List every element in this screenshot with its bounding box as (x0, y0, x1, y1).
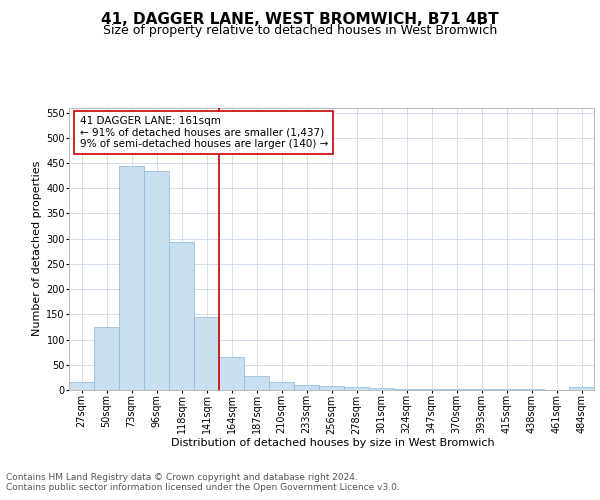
Bar (144, 170, 169, 390)
Bar (569, 387, 594, 390)
Y-axis label: Number of detached properties: Number of detached properties (32, 161, 42, 336)
Text: 41, DAGGER LANE, WEST BROMWICH, B71 4BT: 41, DAGGER LANE, WEST BROMWICH, B71 4BT (101, 12, 499, 28)
Text: 41 DAGGER LANE: 161sqm
← 91% of detached houses are smaller (1,437)
9% of semi-d: 41 DAGGER LANE: 161sqm ← 91% of detached… (79, 116, 328, 149)
Bar (94, 327, 119, 390)
Bar (244, 376, 269, 390)
Text: Distribution of detached houses by size in West Bromwich: Distribution of detached houses by size … (171, 438, 495, 448)
Bar (269, 382, 294, 390)
Bar (344, 388, 369, 390)
Bar (319, 386, 344, 390)
Bar (369, 388, 394, 390)
Text: Size of property relative to detached houses in West Bromwich: Size of property relative to detached ho… (103, 24, 497, 37)
Bar (119, 166, 144, 390)
Bar (219, 357, 244, 390)
Bar (69, 382, 94, 390)
Bar (169, 242, 194, 390)
Bar (194, 317, 219, 390)
Bar (294, 385, 319, 390)
Text: Contains HM Land Registry data © Crown copyright and database right 2024.
Contai: Contains HM Land Registry data © Crown c… (6, 472, 400, 492)
Bar (419, 389, 444, 390)
Bar (394, 389, 419, 390)
